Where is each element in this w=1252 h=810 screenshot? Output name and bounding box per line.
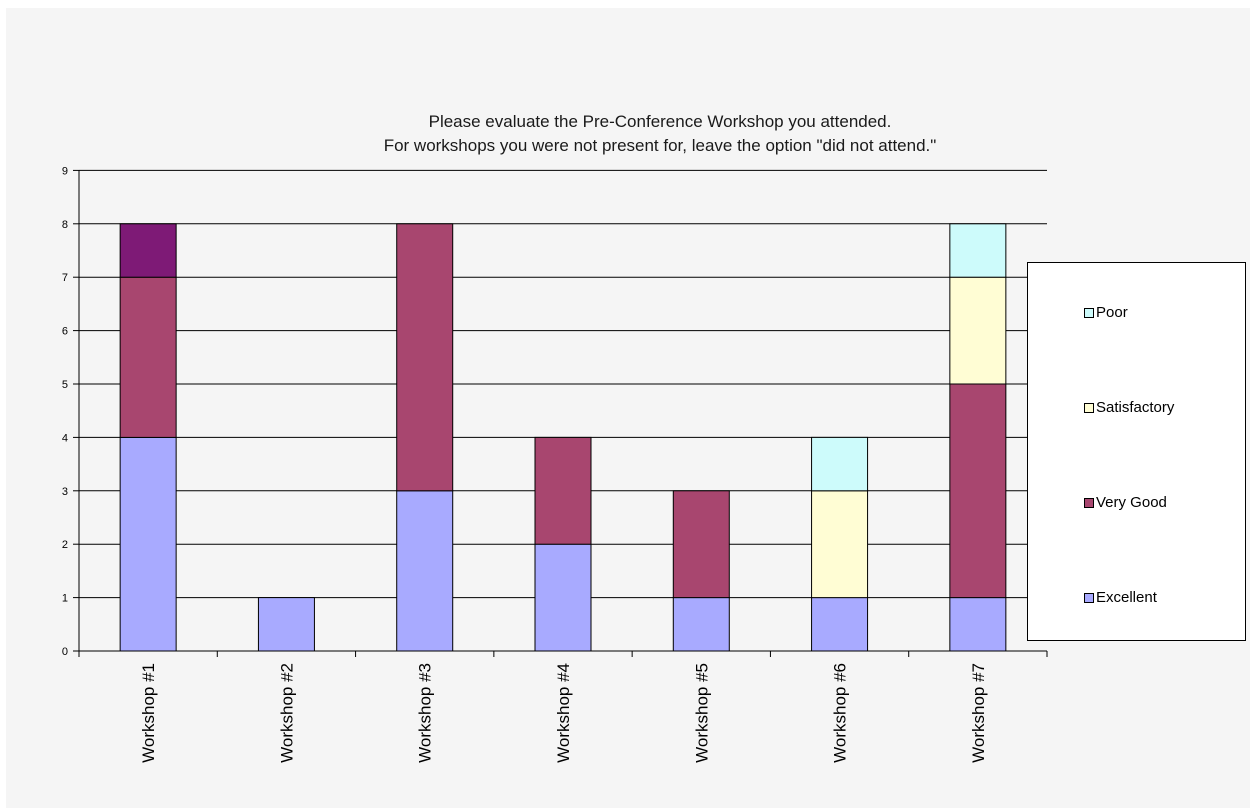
- bar-segment: [119, 276, 177, 438]
- bar-segment: [534, 436, 592, 545]
- y-tick-label: 3: [62, 486, 68, 498]
- bar-segment: [949, 383, 1007, 599]
- x-tick-label: Workshop #2: [277, 663, 296, 763]
- legend-swatch-very-good: [1084, 497, 1094, 508]
- y-tick-label: 1: [62, 593, 68, 605]
- x-tick-label: Workshop #3: [416, 663, 435, 763]
- x-tick-label: Workshop #1: [139, 663, 158, 763]
- chart-title-line-2: For workshops you were not present for, …: [384, 136, 937, 155]
- legend-item-satisfactory: Satisfactory: [1084, 399, 1174, 416]
- x-tick-label: Workshop #5: [692, 663, 711, 763]
- bar-segment: [534, 543, 592, 652]
- bar-segment: [119, 436, 177, 652]
- bar-segment: [811, 490, 869, 599]
- legend-swatch-poor: [1084, 307, 1094, 318]
- x-tick-label: Workshop #7: [969, 663, 988, 763]
- y-tick-label: 9: [62, 165, 68, 177]
- y-tick-label: 8: [62, 219, 68, 231]
- y-tick-label: 0: [62, 646, 68, 658]
- y-tick-label: 6: [62, 326, 68, 338]
- chart-title-line-1: Please evaluate the Pre-Conference Works…: [429, 112, 892, 131]
- y-tick-label: 5: [62, 379, 68, 391]
- legend-item-excellent: Excellent: [1084, 589, 1157, 606]
- bar-segment: [257, 597, 315, 652]
- legend-swatch-satisfactory: [1084, 402, 1094, 413]
- bar-segment: [811, 597, 869, 652]
- bar-segment: [396, 490, 454, 652]
- legend-label-satisfactory: Satisfactory: [1096, 399, 1175, 416]
- bar-segment: [949, 276, 1007, 385]
- bar-segment: [672, 597, 730, 652]
- bar-segment: [811, 436, 869, 492]
- y-tick-label: 4: [62, 432, 68, 444]
- chart-legend: Poor Satisfactory Very Good Excellent: [1027, 262, 1246, 641]
- bar-segment: [396, 223, 454, 492]
- legend-item-poor: Poor: [1084, 304, 1128, 321]
- x-tick-label: Workshop #6: [831, 663, 850, 763]
- bar-segment: [949, 597, 1007, 652]
- bar-segment: [949, 223, 1007, 278]
- legend-label-poor: Poor: [1096, 304, 1128, 321]
- legend-item-very-good: Very Good: [1084, 494, 1167, 511]
- y-tick-label: 2: [62, 539, 68, 551]
- bar-segment: [672, 490, 730, 599]
- bar-segment: [119, 223, 177, 278]
- legend-label-very-good: Very Good: [1096, 494, 1167, 511]
- legend-swatch-excellent: [1084, 592, 1094, 603]
- y-tick-label: 7: [62, 272, 68, 284]
- x-tick-label: Workshop #4: [554, 663, 573, 763]
- legend-label-excellent: Excellent: [1096, 589, 1157, 606]
